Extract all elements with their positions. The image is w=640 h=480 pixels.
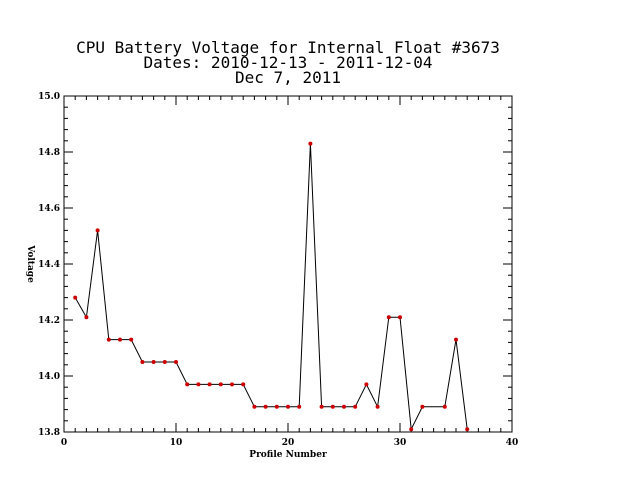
data-point-marker [274,404,279,409]
data-point-marker [95,228,100,233]
data-point-marker [151,360,156,364]
data-point-marker [465,427,470,432]
data-point-marker [375,404,380,409]
data-point-marker [118,337,122,342]
data-point-marker [230,382,234,387]
data-point-marker [420,404,425,409]
data-point-marker [308,141,313,146]
axis-ticks [63,95,513,433]
data-point-marker [353,404,358,409]
data-point-marker [84,315,89,320]
data-point-marker [454,337,458,342]
x-tick-label: 20 [282,438,295,448]
data-point-marker [319,404,324,409]
data-point-marker [106,337,111,342]
x-tick-label: 40 [506,438,519,448]
x-tick-label: 0 [61,438,67,448]
voltage-series-line [74,143,468,431]
data-point-marker [196,382,201,387]
data-point-marker [218,382,223,387]
data-point-marker [442,404,447,409]
data-point-marker [297,404,302,409]
y-tick-label: 14.2 [38,316,60,326]
data-point-marker [386,315,391,320]
data-point-marker [342,404,346,409]
x-axis-label: Profile Number [249,450,327,460]
chart-title-line-2: Dates: 2010-12-13 - 2011-12-04 [144,53,433,72]
voltage-markers [73,141,470,432]
data-point-marker [263,404,268,409]
data-point-marker [364,382,369,387]
y-tick-label: 14.6 [38,204,60,214]
y-tick-label: 14.0 [38,372,60,382]
y-tick-label: 14.8 [38,148,60,158]
data-point-marker [174,360,178,364]
data-point-marker [185,382,190,387]
data-point-marker [398,315,402,320]
data-point-marker [207,382,212,387]
x-tick-label: 30 [394,438,407,448]
data-point-marker [252,404,257,409]
data-point-marker [286,404,290,409]
y-axis-label: Voltage [25,244,35,283]
chart-title-line-3: Dec 7, 2011 [235,68,341,87]
data-point-marker [140,360,145,364]
chart-title-line-1: CPU Battery Voltage for Internal Float #… [76,38,500,57]
x-tick-label: 10 [170,438,183,448]
y-tick-label: 15.0 [38,92,60,102]
data-point-marker [129,337,134,342]
data-point-marker [73,295,78,300]
axis-tick-labels: 0 10 20 30 40 13.8 14.0 14.2 14.4 14.6 14.8 15.0 [38,92,518,448]
y-tick-label: 13.8 [38,428,60,438]
data-point-marker [162,360,167,364]
y-tick-label: 14.4 [38,260,60,270]
data-point-marker [409,427,414,432]
data-point-marker [241,382,246,387]
plot-frame [63,95,513,433]
data-point-marker [330,404,335,409]
